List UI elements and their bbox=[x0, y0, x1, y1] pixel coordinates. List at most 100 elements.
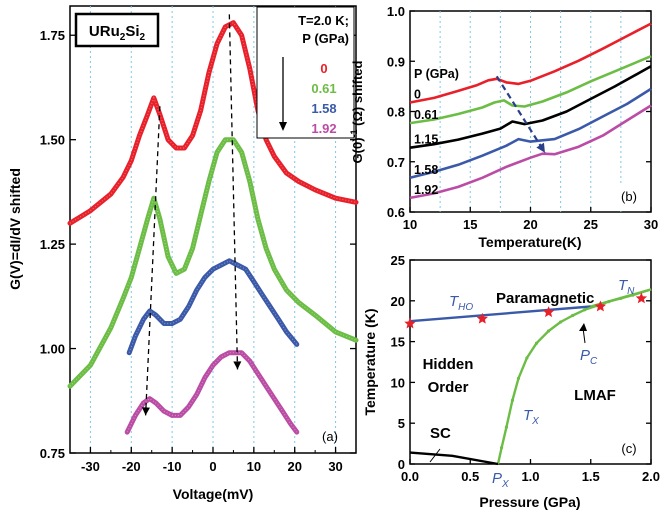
legend-entry: 0 bbox=[320, 61, 327, 76]
label-px: PX bbox=[492, 470, 509, 490]
x-tick-label: 0.5 bbox=[461, 469, 479, 484]
sample-label-char: 2 bbox=[120, 32, 126, 43]
sample-label-char: S bbox=[125, 23, 135, 40]
y-axis-label-c: Temperature (K) bbox=[362, 308, 378, 415]
tx-point bbox=[546, 329, 551, 333]
legend-entry: 1.92 bbox=[311, 121, 336, 136]
transition-arrow-head bbox=[536, 142, 545, 153]
peak-arrow bbox=[144, 106, 161, 416]
y-tick-label: 0.6 bbox=[387, 205, 405, 220]
tx-point bbox=[499, 446, 504, 450]
phase-line-T_X bbox=[496, 288, 652, 465]
x-tick-label: 25 bbox=[584, 217, 598, 232]
stars-c bbox=[404, 292, 648, 329]
x-axis-label-b: Temperature(K) bbox=[478, 234, 581, 250]
label-tx-sub: X bbox=[531, 416, 539, 427]
legend-entries-a: 0 0.61 1.58 1.92 bbox=[311, 61, 336, 136]
y-tick-label: 20 bbox=[391, 294, 405, 309]
x-tick-label: 0 bbox=[209, 459, 216, 474]
sc-pointer bbox=[429, 448, 441, 463]
x-axis-label-a: Voltage(mV) bbox=[173, 486, 254, 502]
x-tick-label: 30 bbox=[328, 459, 342, 474]
panel-label-b: (b) bbox=[621, 189, 637, 204]
y-tick-label: 0.9 bbox=[387, 54, 405, 69]
peak-arrow-head bbox=[141, 407, 150, 416]
x-tick-label: 10 bbox=[247, 459, 261, 474]
series-line-0 bbox=[67, 20, 359, 226]
tx-point bbox=[631, 293, 635, 297]
series-group-b bbox=[409, 22, 652, 200]
sample-label-char: R bbox=[100, 23, 111, 40]
y-axis-label-a: G(V)=dI/dV shifted bbox=[7, 168, 23, 290]
series-labels-b: 0 0.61 1.15 1.58 1.92 bbox=[414, 87, 438, 196]
transition-star bbox=[404, 317, 416, 329]
legend-title-b: P (GPa) bbox=[414, 67, 459, 81]
y-tick-label: 1.75 bbox=[40, 28, 65, 43]
y-tick-label: 0.75 bbox=[40, 446, 65, 461]
series-line-1.92 bbox=[124, 350, 300, 435]
label-hidden: Hidden bbox=[423, 356, 474, 373]
label-lmaf: LMAF bbox=[574, 387, 616, 404]
series-line-1.58 bbox=[409, 87, 652, 180]
x-tick-label: -30 bbox=[81, 459, 100, 474]
transition-star bbox=[635, 292, 648, 304]
legend-arrow-head bbox=[279, 122, 287, 131]
series-label: 0 bbox=[414, 87, 421, 101]
label-tn-sub: N bbox=[627, 286, 635, 297]
series-label: 1.15 bbox=[414, 133, 438, 147]
x-axis-label-c: Pressure (GPa) bbox=[479, 494, 580, 510]
label-order: Order bbox=[428, 379, 469, 396]
y-ticks-a: 0.75 1.00 1.25 1.50 1.75 bbox=[40, 28, 356, 461]
legend-entry: 0.61 bbox=[311, 81, 336, 96]
x-tick-label: 20 bbox=[287, 459, 301, 474]
legend-header-line-1: T=2.0 K; bbox=[298, 13, 349, 28]
x-tick-label: 1.0 bbox=[521, 469, 539, 484]
label-tho-sub: HO bbox=[458, 302, 473, 313]
x-tick-label: 10 bbox=[403, 217, 417, 232]
label-px-sub: X bbox=[501, 479, 509, 490]
x-tick-label: 30 bbox=[644, 217, 658, 232]
y-tick-label: 15 bbox=[391, 335, 405, 350]
tx-point bbox=[525, 356, 529, 360]
y-tick-label: 1.50 bbox=[40, 133, 65, 148]
sample-label-char: i bbox=[135, 23, 139, 40]
label-sc: SC bbox=[430, 425, 451, 442]
y-label-b-exponent: -1 bbox=[349, 129, 359, 137]
transition-arrow bbox=[495, 75, 546, 154]
series-line-0 bbox=[409, 22, 652, 104]
tx-point bbox=[510, 398, 515, 402]
legend-box-a bbox=[256, 6, 355, 139]
series-line-1.15 bbox=[409, 65, 652, 149]
x-tick-label: 15 bbox=[463, 217, 477, 232]
y-ticks-c: 0 5 10 15 20 25 bbox=[391, 253, 651, 472]
sample-label-char: 2 bbox=[140, 32, 146, 43]
tx-point bbox=[583, 308, 587, 312]
y-tick-label: 5 bbox=[398, 416, 405, 431]
panel-label-c: (c) bbox=[621, 441, 636, 456]
series-line-0.61 bbox=[409, 55, 652, 125]
series-marker-texture bbox=[69, 139, 357, 387]
y-tick-label: 0.7 bbox=[387, 155, 405, 170]
tx-point bbox=[504, 425, 508, 429]
sample-label: URu2Si2 bbox=[89, 23, 146, 43]
panel-a: -30 -20 -10 0 10 20 30 0.751.001.251.501.75 UR… bbox=[7, 5, 359, 502]
y-tick-label: 1.0 bbox=[387, 4, 405, 19]
x-ticks-b: 10 15 20 25 30 bbox=[403, 207, 658, 232]
y-label-b-prefix: G(0) bbox=[350, 137, 365, 163]
sample-label-char: u bbox=[111, 23, 120, 40]
panel-b: 10 15 20 25 30 0.6 0.7 0.8 0.9 1.0 0 0.61 1.15 1.58… bbox=[349, 4, 658, 250]
y-ticks-b: 0.6 0.7 0.8 0.9 1.0 bbox=[387, 4, 651, 220]
pc-pointer-head bbox=[579, 323, 587, 331]
y-axis-label-b: G(0)-1 (Ω) shifted bbox=[349, 60, 365, 163]
sample-label-box bbox=[74, 12, 160, 48]
transition-star bbox=[476, 312, 488, 324]
phase-line-T_HO bbox=[409, 305, 591, 323]
y-tick-label: 10 bbox=[391, 375, 405, 390]
sample-label-char: U bbox=[89, 23, 100, 40]
label-pc-sub: C bbox=[590, 356, 598, 367]
arrow-group-a bbox=[141, 14, 242, 416]
series-label: 0.61 bbox=[414, 108, 438, 122]
series-line-1.92 bbox=[409, 104, 652, 200]
y-tick-label: 0.8 bbox=[387, 105, 405, 120]
series-label: 1.58 bbox=[414, 163, 438, 177]
